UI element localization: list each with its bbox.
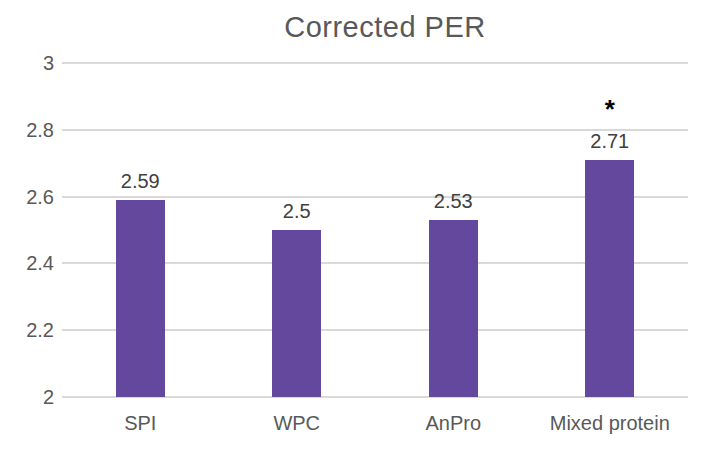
x-tick-label-mixed-protein: Mixed protein bbox=[532, 411, 689, 435]
x-tick-label-anpro: AnPro bbox=[375, 411, 532, 435]
y-tick-label: 2.6 bbox=[0, 184, 54, 210]
x-tick-label-wpc: WPC bbox=[219, 411, 376, 435]
bar-mixed-protein bbox=[585, 160, 634, 397]
bar-wpc bbox=[272, 230, 321, 397]
bar-chart: Corrected PER 2 2.2 2.4 2.6 2.8 3 2.59 2.5 2.53… bbox=[0, 0, 704, 454]
gridline bbox=[62, 62, 688, 64]
y-tick-label: 2.4 bbox=[0, 250, 54, 276]
chart-title: Corrected PER bbox=[66, 11, 704, 44]
y-tick-label: 3 bbox=[0, 50, 54, 76]
value-label: 2.71 bbox=[565, 128, 655, 154]
value-label: 2.53 bbox=[408, 188, 498, 214]
value-label: 2.5 bbox=[252, 198, 342, 224]
bar-anpro bbox=[429, 220, 478, 397]
significance-asterisk: * bbox=[565, 96, 655, 122]
y-tick-label: 2.2 bbox=[0, 317, 54, 343]
x-tick-label-spi: SPI bbox=[62, 411, 219, 435]
bar-spi bbox=[116, 200, 165, 397]
y-tick-label: 2.8 bbox=[0, 117, 54, 143]
value-label: 2.59 bbox=[95, 168, 185, 194]
y-tick-label: 2 bbox=[0, 384, 54, 410]
